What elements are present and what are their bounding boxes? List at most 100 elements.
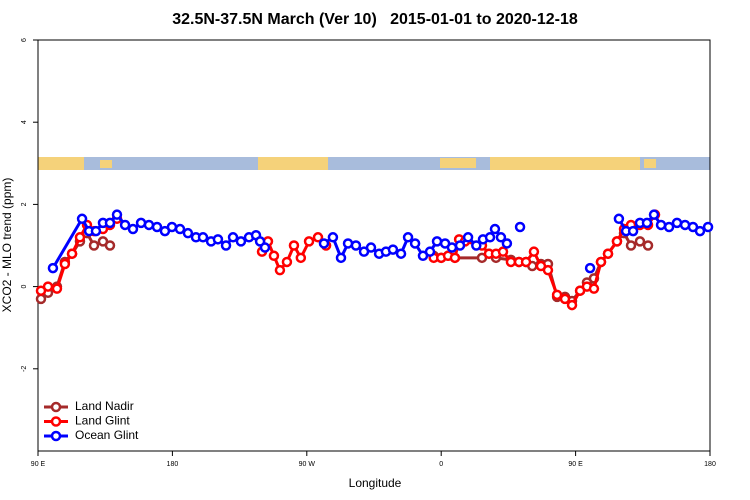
data-point bbox=[566, 299, 578, 311]
data-point bbox=[143, 219, 155, 231]
data-point bbox=[259, 242, 271, 253]
data-point bbox=[497, 246, 509, 257]
data-point bbox=[520, 256, 532, 268]
data-point bbox=[88, 240, 100, 251]
data-point bbox=[559, 293, 571, 305]
data-point bbox=[127, 223, 139, 235]
data-point bbox=[66, 248, 78, 259]
data-point bbox=[387, 244, 399, 255]
data-point bbox=[613, 213, 625, 225]
data-point bbox=[90, 225, 102, 237]
data-point bbox=[42, 281, 54, 292]
data-point bbox=[220, 240, 232, 251]
data-point bbox=[281, 256, 293, 268]
data-point bbox=[119, 219, 131, 231]
data-point bbox=[395, 248, 407, 259]
data-point bbox=[274, 264, 286, 276]
data-point bbox=[431, 236, 443, 247]
data-point bbox=[318, 238, 330, 249]
chart-title: 32.5N-37.5N March (Ver 10) 2015-01-01 to… bbox=[172, 11, 578, 28]
data-point bbox=[588, 283, 600, 294]
legend-label: Land Nadir bbox=[75, 399, 134, 413]
legend-marker bbox=[50, 430, 62, 442]
x-tick-label: 0 bbox=[439, 461, 443, 468]
y-tick-label: 0 bbox=[21, 285, 28, 289]
data-point bbox=[471, 240, 482, 251]
data-point bbox=[182, 227, 194, 239]
data-point bbox=[627, 225, 639, 237]
data-point bbox=[227, 232, 239, 243]
x-tick-label: 90 E bbox=[31, 461, 46, 468]
data-point bbox=[655, 219, 667, 231]
data-point bbox=[197, 232, 209, 243]
data-point bbox=[641, 217, 653, 229]
data-point bbox=[365, 242, 377, 253]
data-point bbox=[327, 232, 339, 243]
y-tick-label: 4 bbox=[21, 120, 28, 124]
data-point bbox=[212, 234, 224, 245]
data-point bbox=[495, 232, 507, 243]
data-point bbox=[595, 256, 607, 268]
data-point bbox=[514, 221, 526, 233]
data-point bbox=[288, 240, 300, 251]
data-point bbox=[424, 246, 436, 257]
data-point bbox=[542, 264, 554, 276]
data-point bbox=[151, 221, 163, 233]
data-point bbox=[702, 221, 714, 233]
data-point bbox=[235, 236, 247, 247]
data-point bbox=[462, 232, 474, 243]
data-point bbox=[51, 283, 63, 294]
x-tick-label: 90 W bbox=[299, 461, 316, 468]
x-tick-label: 180 bbox=[704, 461, 716, 468]
data-point bbox=[402, 232, 414, 243]
data-point bbox=[76, 213, 88, 225]
x-tick-label: 90 E bbox=[568, 461, 583, 468]
data-point bbox=[694, 225, 706, 237]
data-point bbox=[648, 209, 660, 220]
data-point bbox=[104, 240, 116, 251]
x-axis-label: Longitude bbox=[349, 476, 402, 490]
data-point bbox=[335, 252, 347, 264]
data-point bbox=[268, 250, 280, 262]
data-point bbox=[303, 236, 315, 247]
data-point bbox=[59, 258, 71, 270]
map-strip bbox=[38, 157, 710, 170]
data-point bbox=[449, 252, 461, 264]
data-point bbox=[409, 238, 421, 249]
data-point bbox=[166, 221, 178, 233]
y-axis-label: XCO2 - MLO trend (ppm) bbox=[0, 178, 14, 313]
data-point bbox=[489, 223, 501, 235]
data-point bbox=[602, 248, 614, 259]
y-tick-label: 6 bbox=[21, 38, 28, 42]
data-point bbox=[350, 240, 362, 251]
legend-marker bbox=[50, 416, 62, 427]
legend-marker bbox=[50, 401, 62, 413]
data-point bbox=[528, 246, 540, 257]
data-point bbox=[454, 240, 466, 251]
data-point bbox=[35, 293, 47, 305]
y-tick-label: -2 bbox=[21, 366, 28, 372]
data-point bbox=[625, 240, 637, 251]
plot-frame bbox=[37, 39, 711, 452]
data-point bbox=[111, 209, 123, 220]
data-point bbox=[634, 236, 646, 247]
legend-label: Land Glint bbox=[75, 414, 130, 428]
data-point bbox=[446, 242, 458, 253]
data-point bbox=[611, 236, 623, 247]
data-point bbox=[663, 221, 675, 233]
data-point bbox=[47, 262, 59, 274]
data-point bbox=[551, 289, 563, 301]
data-point bbox=[642, 240, 654, 251]
data-point bbox=[104, 217, 116, 229]
x-tick-label: 180 bbox=[167, 461, 179, 468]
data-point bbox=[74, 232, 86, 243]
data-point bbox=[501, 238, 513, 249]
data-point bbox=[484, 232, 496, 243]
data-point bbox=[174, 223, 186, 235]
y-tick-label: 2 bbox=[21, 202, 28, 206]
legend-label: Ocean Glint bbox=[75, 428, 139, 442]
data-point bbox=[312, 232, 324, 243]
data-point bbox=[671, 217, 683, 229]
data-point bbox=[295, 252, 307, 264]
data-point bbox=[505, 256, 517, 268]
